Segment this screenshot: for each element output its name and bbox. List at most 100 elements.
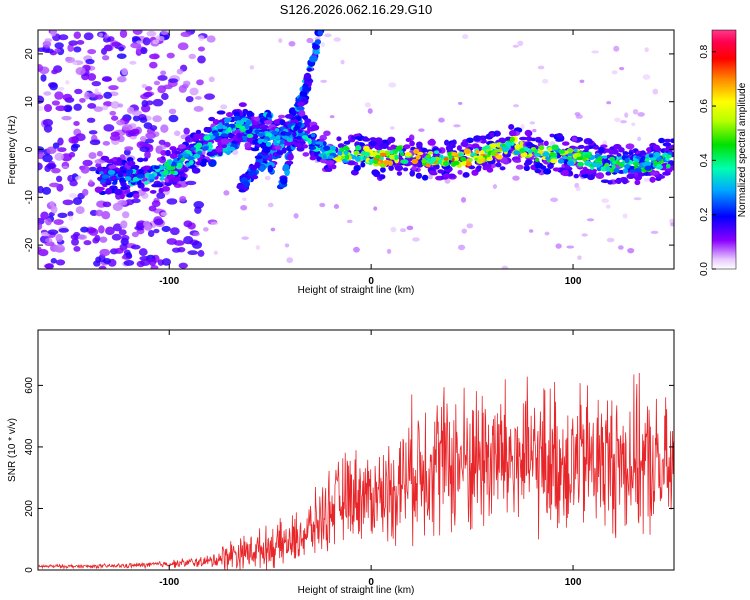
spectrogram-noise-blob	[40, 74, 47, 82]
spectrogram-ridge-cell	[632, 157, 637, 162]
spectrogram-ridge-cell	[190, 146, 196, 151]
spectrogram-noise-blob	[188, 53, 197, 60]
spectrogram-ridge-cell	[465, 161, 472, 167]
spectrogram-ridge-halo	[592, 145, 600, 150]
spectrogram-ridge-cell	[149, 178, 154, 183]
spectrogram-ridge-cell	[563, 150, 569, 155]
spectrogram-noise-blob	[529, 121, 536, 125]
spectrogram-ridge-cell	[215, 124, 224, 130]
spectrogram-noise-blob	[101, 211, 111, 220]
spectrogram-noise-blob	[555, 243, 562, 249]
spectrogram-ridge-halo	[658, 137, 666, 144]
spectrogram-noise-blob	[178, 262, 188, 269]
spectrogram-ridge-cell	[421, 158, 427, 164]
spectrogram-noise-blob	[75, 133, 86, 142]
spectrogram-ridge-halo	[466, 137, 474, 144]
spectrogram-ridge-halo	[320, 158, 327, 164]
snr-x-ticks: -100 0 100	[159, 330, 582, 588]
spectrogram-noise-blob	[166, 52, 175, 59]
spectrogram-noise-blob	[462, 34, 469, 40]
spectrogram-noise-blob	[87, 73, 97, 81]
spectrogram-noise-blob	[67, 43, 74, 52]
spectrogram-noise-blob	[574, 112, 581, 116]
spectrogram-noise-blob	[153, 80, 161, 86]
spectrogram-ridge-cell	[322, 141, 327, 147]
spectrogram-ridge-cell	[224, 122, 230, 127]
spectrogram-ridge-cell	[345, 147, 350, 151]
spectrogram-noise-blob	[652, 88, 659, 95]
spectrogram-noise-blob	[121, 124, 133, 131]
spectrogram-ridge-cell	[387, 160, 394, 166]
spectrogram-ridge-cell	[97, 176, 102, 181]
spectrogram-ridge-cell	[443, 157, 449, 161]
spectrogram-noise-blob	[240, 204, 248, 211]
colorbar-tick-label: 0.8	[699, 44, 710, 58]
spectrogram-ridge-halo	[649, 176, 656, 183]
spectrogram-noise-blob	[171, 247, 181, 253]
spectrogram-noise-blob	[606, 237, 615, 243]
spectrogram-ridge-halo	[561, 169, 569, 177]
spectrogram-noise-blob	[38, 47, 46, 52]
spectrogram-noise-blob	[119, 30, 128, 38]
spectrogram-ridge-cell	[474, 149, 480, 155]
spectrogram-noise-blob	[43, 124, 53, 133]
spectrogram-ridge-cell	[448, 154, 453, 161]
figure-title: S126.2026.062.16.29.G10	[280, 2, 433, 17]
spectrogram-noise-blob	[55, 105, 67, 112]
spectrogram-streak-blob	[285, 160, 294, 165]
spectrogram-noise-blob	[83, 240, 92, 246]
spectrogram-ridge-cell	[629, 168, 636, 174]
spectrogram-noise-blob	[586, 218, 595, 222]
spectrogram-ridge-cell	[527, 148, 533, 155]
spectrogram-ridge-cell	[542, 151, 550, 157]
spectrogram-ridge-cell	[110, 175, 117, 181]
spectrogram-noise-blob	[532, 128, 537, 133]
spectrogram-ridge-cell	[644, 165, 652, 171]
spectrogram-noise-blob	[136, 40, 143, 44]
spectrogram-ridge-cell	[538, 145, 545, 151]
spectrogram-ridge-cell	[629, 165, 635, 170]
spectrogram-ridge-cell	[612, 160, 617, 165]
spectrogram-ridge-cell	[189, 159, 194, 166]
spectrogram-noise-blob	[89, 139, 101, 146]
spectrogram-ridge-halo	[343, 140, 351, 145]
spectrogram-noise-blob	[42, 118, 54, 127]
spectrogram-noise-blob	[579, 79, 585, 83]
spectrogram-ridge-halo	[149, 189, 157, 194]
spectrogram-noise-blob	[278, 38, 283, 43]
spectrogram-ridge-halo	[274, 144, 282, 150]
spectrogram-ridge-cell	[153, 165, 160, 170]
spectrogram-noise-blob	[131, 231, 139, 238]
spectrogram-ridge-cell	[622, 168, 629, 174]
spectrogram-noise-blob	[62, 93, 73, 101]
spectrogram-noise-blob	[168, 108, 177, 115]
spectrogram-ridge-cell	[117, 173, 124, 178]
spectrogram-ridge-cell	[640, 155, 646, 162]
spectrogram-noise-blob	[153, 228, 160, 234]
spectrogram-noise-blob	[102, 140, 111, 146]
spectrogram-noise-blob	[614, 117, 621, 123]
spectrogram-ridge-cell	[272, 139, 278, 146]
spectrogram-ridge-halo	[552, 167, 561, 172]
spectrogram-noise-blob	[55, 259, 66, 266]
spectrogram-ridge-halo	[444, 139, 450, 146]
spectrogram-ridge-halo	[586, 174, 595, 181]
colorbar-tick-label: 0.6	[699, 99, 710, 113]
spectrogram-ridge-halo	[428, 170, 437, 175]
spectrogram-noise-blob	[444, 178, 451, 184]
spectrogram-noise-blob	[62, 199, 74, 206]
y-tick-label: 20	[24, 48, 35, 60]
spectrogram-ridge-cell	[644, 158, 650, 162]
spectrogram-noise-blob	[306, 37, 314, 44]
spectrogram-noise-blob	[94, 88, 99, 94]
spectrogram-noise-blob	[147, 230, 155, 238]
spectrogram-ridge-halo	[379, 142, 389, 150]
spectrogram-streak-blob	[317, 30, 323, 36]
spectrogram-ridge-halo	[231, 140, 239, 144]
spectrogram-ridge-cell	[148, 173, 155, 180]
spectrogram-noise-blob	[58, 228, 70, 233]
spectrogram-ridge-halo	[208, 116, 216, 122]
spectrogram-noise-blob	[55, 233, 63, 243]
spectrogram-ridge-cell	[315, 141, 323, 145]
spectrogram-ridge-halo	[336, 136, 342, 142]
